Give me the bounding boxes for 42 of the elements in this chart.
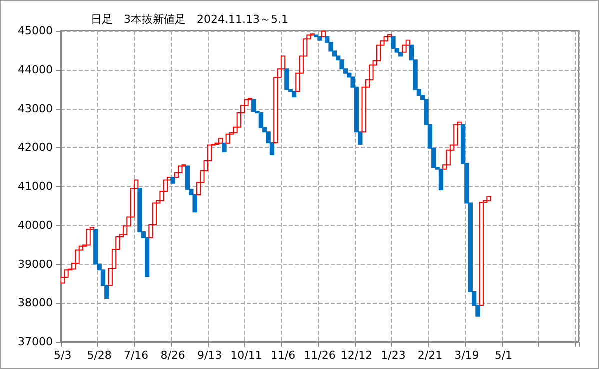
bar bbox=[218, 138, 224, 144]
y-tick-label: 40000 bbox=[18, 218, 53, 232]
x-tick-label: 11/6 bbox=[270, 349, 296, 362]
bar bbox=[486, 196, 492, 202]
bar bbox=[376, 44, 382, 62]
x-tick-label: 8/26 bbox=[160, 349, 186, 362]
y-tick-label: 45000 bbox=[18, 24, 53, 38]
bar bbox=[86, 229, 91, 246]
y-tick-label: 41000 bbox=[18, 180, 53, 193]
x-tick-label: 5/28 bbox=[87, 349, 112, 362]
y-tick-label: 38000 bbox=[18, 296, 53, 310]
bar bbox=[438, 168, 444, 190]
bar bbox=[284, 68, 290, 90]
x-tick-label: 3/19 bbox=[454, 349, 480, 362]
x-tick-label: 5/1 bbox=[494, 349, 513, 362]
bar bbox=[479, 202, 484, 306]
x-tick-label: 5/3 bbox=[54, 349, 72, 362]
bar bbox=[226, 134, 230, 144]
x-tick-label: 1/23 bbox=[381, 349, 406, 362]
bar bbox=[384, 36, 388, 42]
bar bbox=[292, 91, 297, 98]
y-tick-label: 37000 bbox=[18, 336, 53, 348]
y-tick-label: 42000 bbox=[18, 141, 53, 154]
y-tick-label: 39000 bbox=[18, 258, 53, 271]
x-tick-label: 7/16 bbox=[124, 349, 149, 362]
y-tick-label: 43000 bbox=[18, 102, 53, 116]
chart-title: 日足 3本抜新値足 2024.11.13～5.1 bbox=[91, 13, 288, 26]
bar bbox=[321, 31, 326, 38]
x-tick-label: 9/13 bbox=[197, 349, 222, 362]
bar bbox=[340, 60, 344, 70]
bar bbox=[398, 52, 404, 57]
bar bbox=[391, 36, 396, 49]
x-tick-label: 10/11 bbox=[230, 349, 262, 362]
bar bbox=[222, 142, 227, 152]
bar bbox=[252, 99, 256, 112]
x-tick-label: 2/21 bbox=[418, 349, 443, 362]
y-tick-label: 44000 bbox=[18, 63, 53, 76]
bar bbox=[318, 36, 322, 41]
bar bbox=[258, 112, 264, 128]
x-tick-label: 12/12 bbox=[340, 349, 373, 362]
bar bbox=[170, 177, 176, 184]
x-tick-label: 11/26 bbox=[304, 349, 336, 362]
